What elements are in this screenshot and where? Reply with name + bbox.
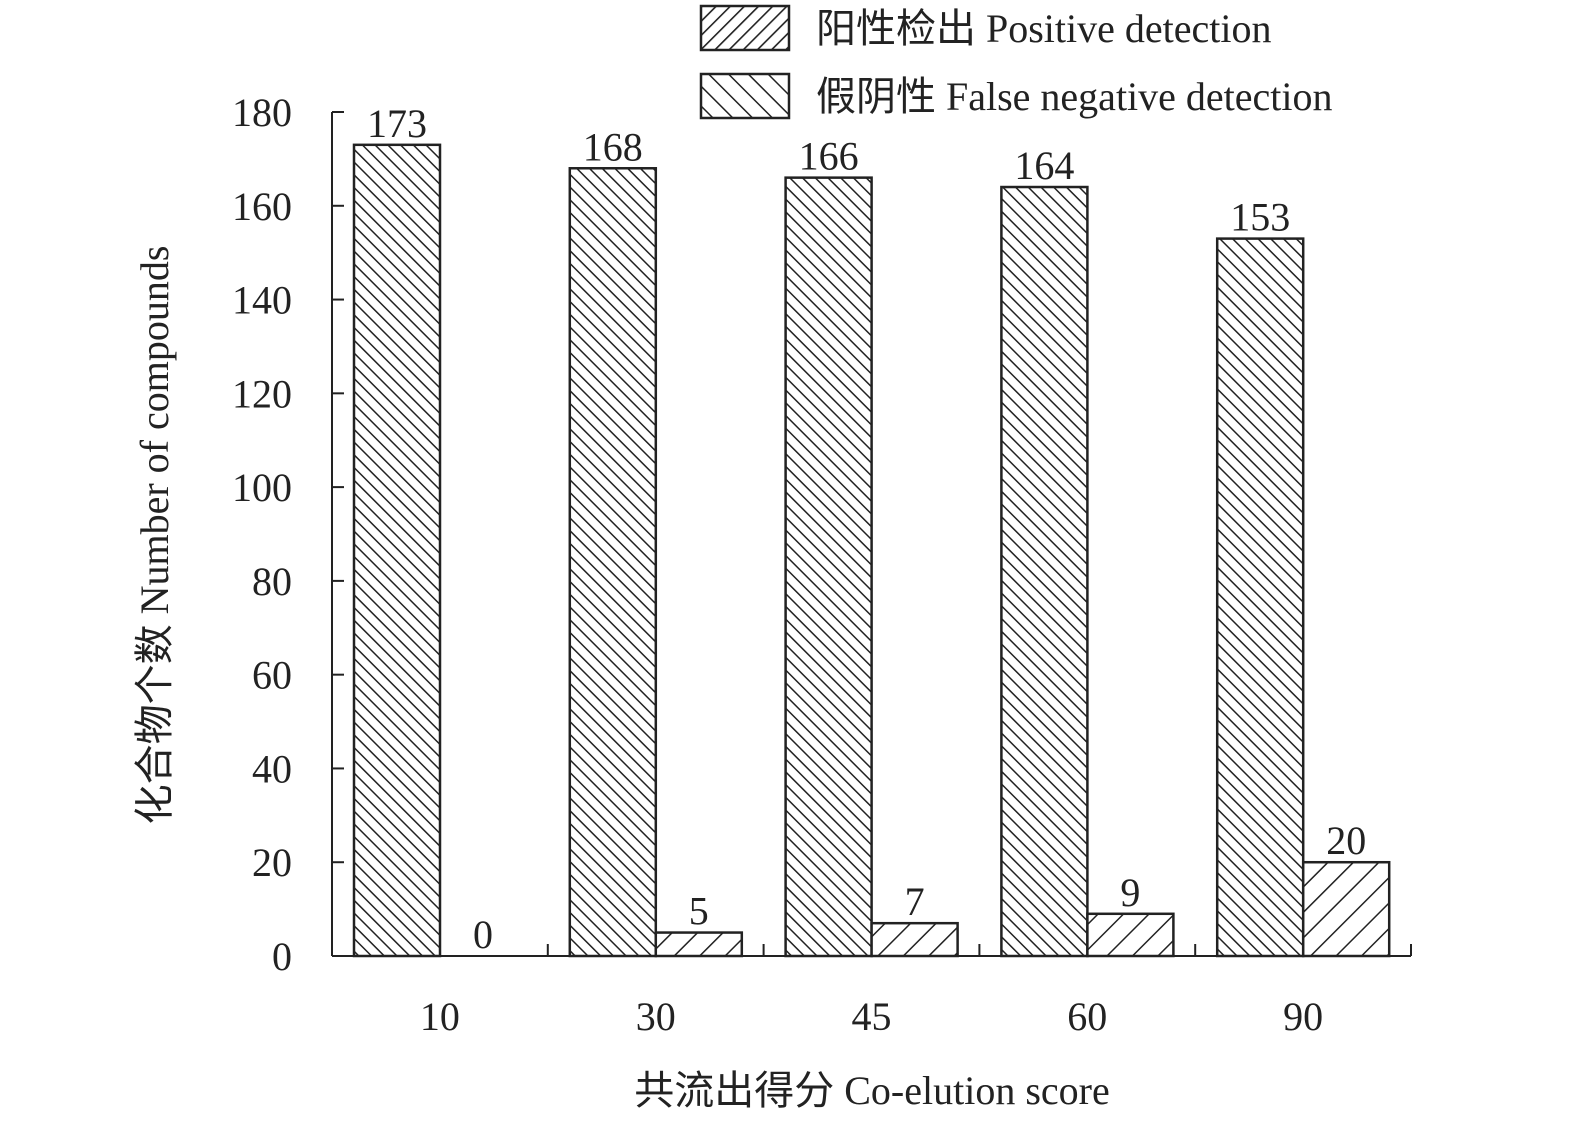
y-tick-label: 120 [232,371,292,416]
x-tick-label: 90 [1283,994,1323,1039]
bars [352,143,1391,958]
y-tick-label: 20 [252,840,292,885]
legend-label-false-negative: 假阴性 False negative detection [816,74,1333,119]
y-tick-label: 80 [252,559,292,604]
x-axis-title: 共流出得分 Co-elution score [634,1068,1110,1113]
bar-false-negative-90 [1301,860,1391,958]
data-labels: 173 0 168 5 166 7 164 9 153 20 [367,101,1366,957]
value-label-positive-30: 168 [583,124,643,169]
bar-false-negative-30 [654,931,744,958]
value-label-positive-90: 153 [1230,195,1290,240]
x-tick-label: 60 [1067,994,1107,1039]
y-tick-label: 140 [232,278,292,323]
bar-positive-10 [352,143,442,958]
y-tick-label: 100 [232,465,292,510]
x-tick-label: 30 [636,994,676,1039]
bar-positive-45 [784,176,873,958]
x-tick-label: 45 [852,994,892,1039]
x-axis: 10 30 45 60 90 [331,944,1412,1039]
value-label-positive-60: 164 [1014,143,1074,188]
bar-positive-90 [1215,237,1305,958]
bar-positive-30 [568,167,658,958]
legend-label-positive: 阳性检出 Positive detection [816,6,1272,51]
y-tick-label: 160 [232,184,292,229]
value-label-false-negative-45: 7 [905,879,925,924]
y-axis-title: 化合物个数 Number of compounds [132,246,177,825]
value-label-false-negative-30: 5 [689,889,709,934]
value-label-false-negative-10: 0 [473,912,493,957]
y-axis: 0 20 40 60 80 100 120 140 160 180 [232,90,344,979]
y-tick-label: 40 [252,746,292,791]
value-label-positive-10: 173 [367,101,427,146]
bar-false-negative-45 [870,921,959,958]
legend-swatch-positive [699,4,791,52]
legend: 阳性检出 Positive detection 假阴性 False negativ… [699,4,1333,120]
value-label-false-negative-60: 9 [1120,870,1140,915]
y-tick-label: 60 [252,653,292,698]
y-tick-label: 180 [232,90,292,135]
bar-false-negative-60 [1086,912,1175,958]
y-tick-label: 0 [272,934,292,979]
x-tick-label: 10 [420,994,460,1039]
bar-positive-60 [1000,185,1089,958]
value-label-positive-45: 166 [799,134,859,179]
legend-swatch-false-negative [699,72,791,120]
value-label-false-negative-90: 20 [1326,818,1366,863]
